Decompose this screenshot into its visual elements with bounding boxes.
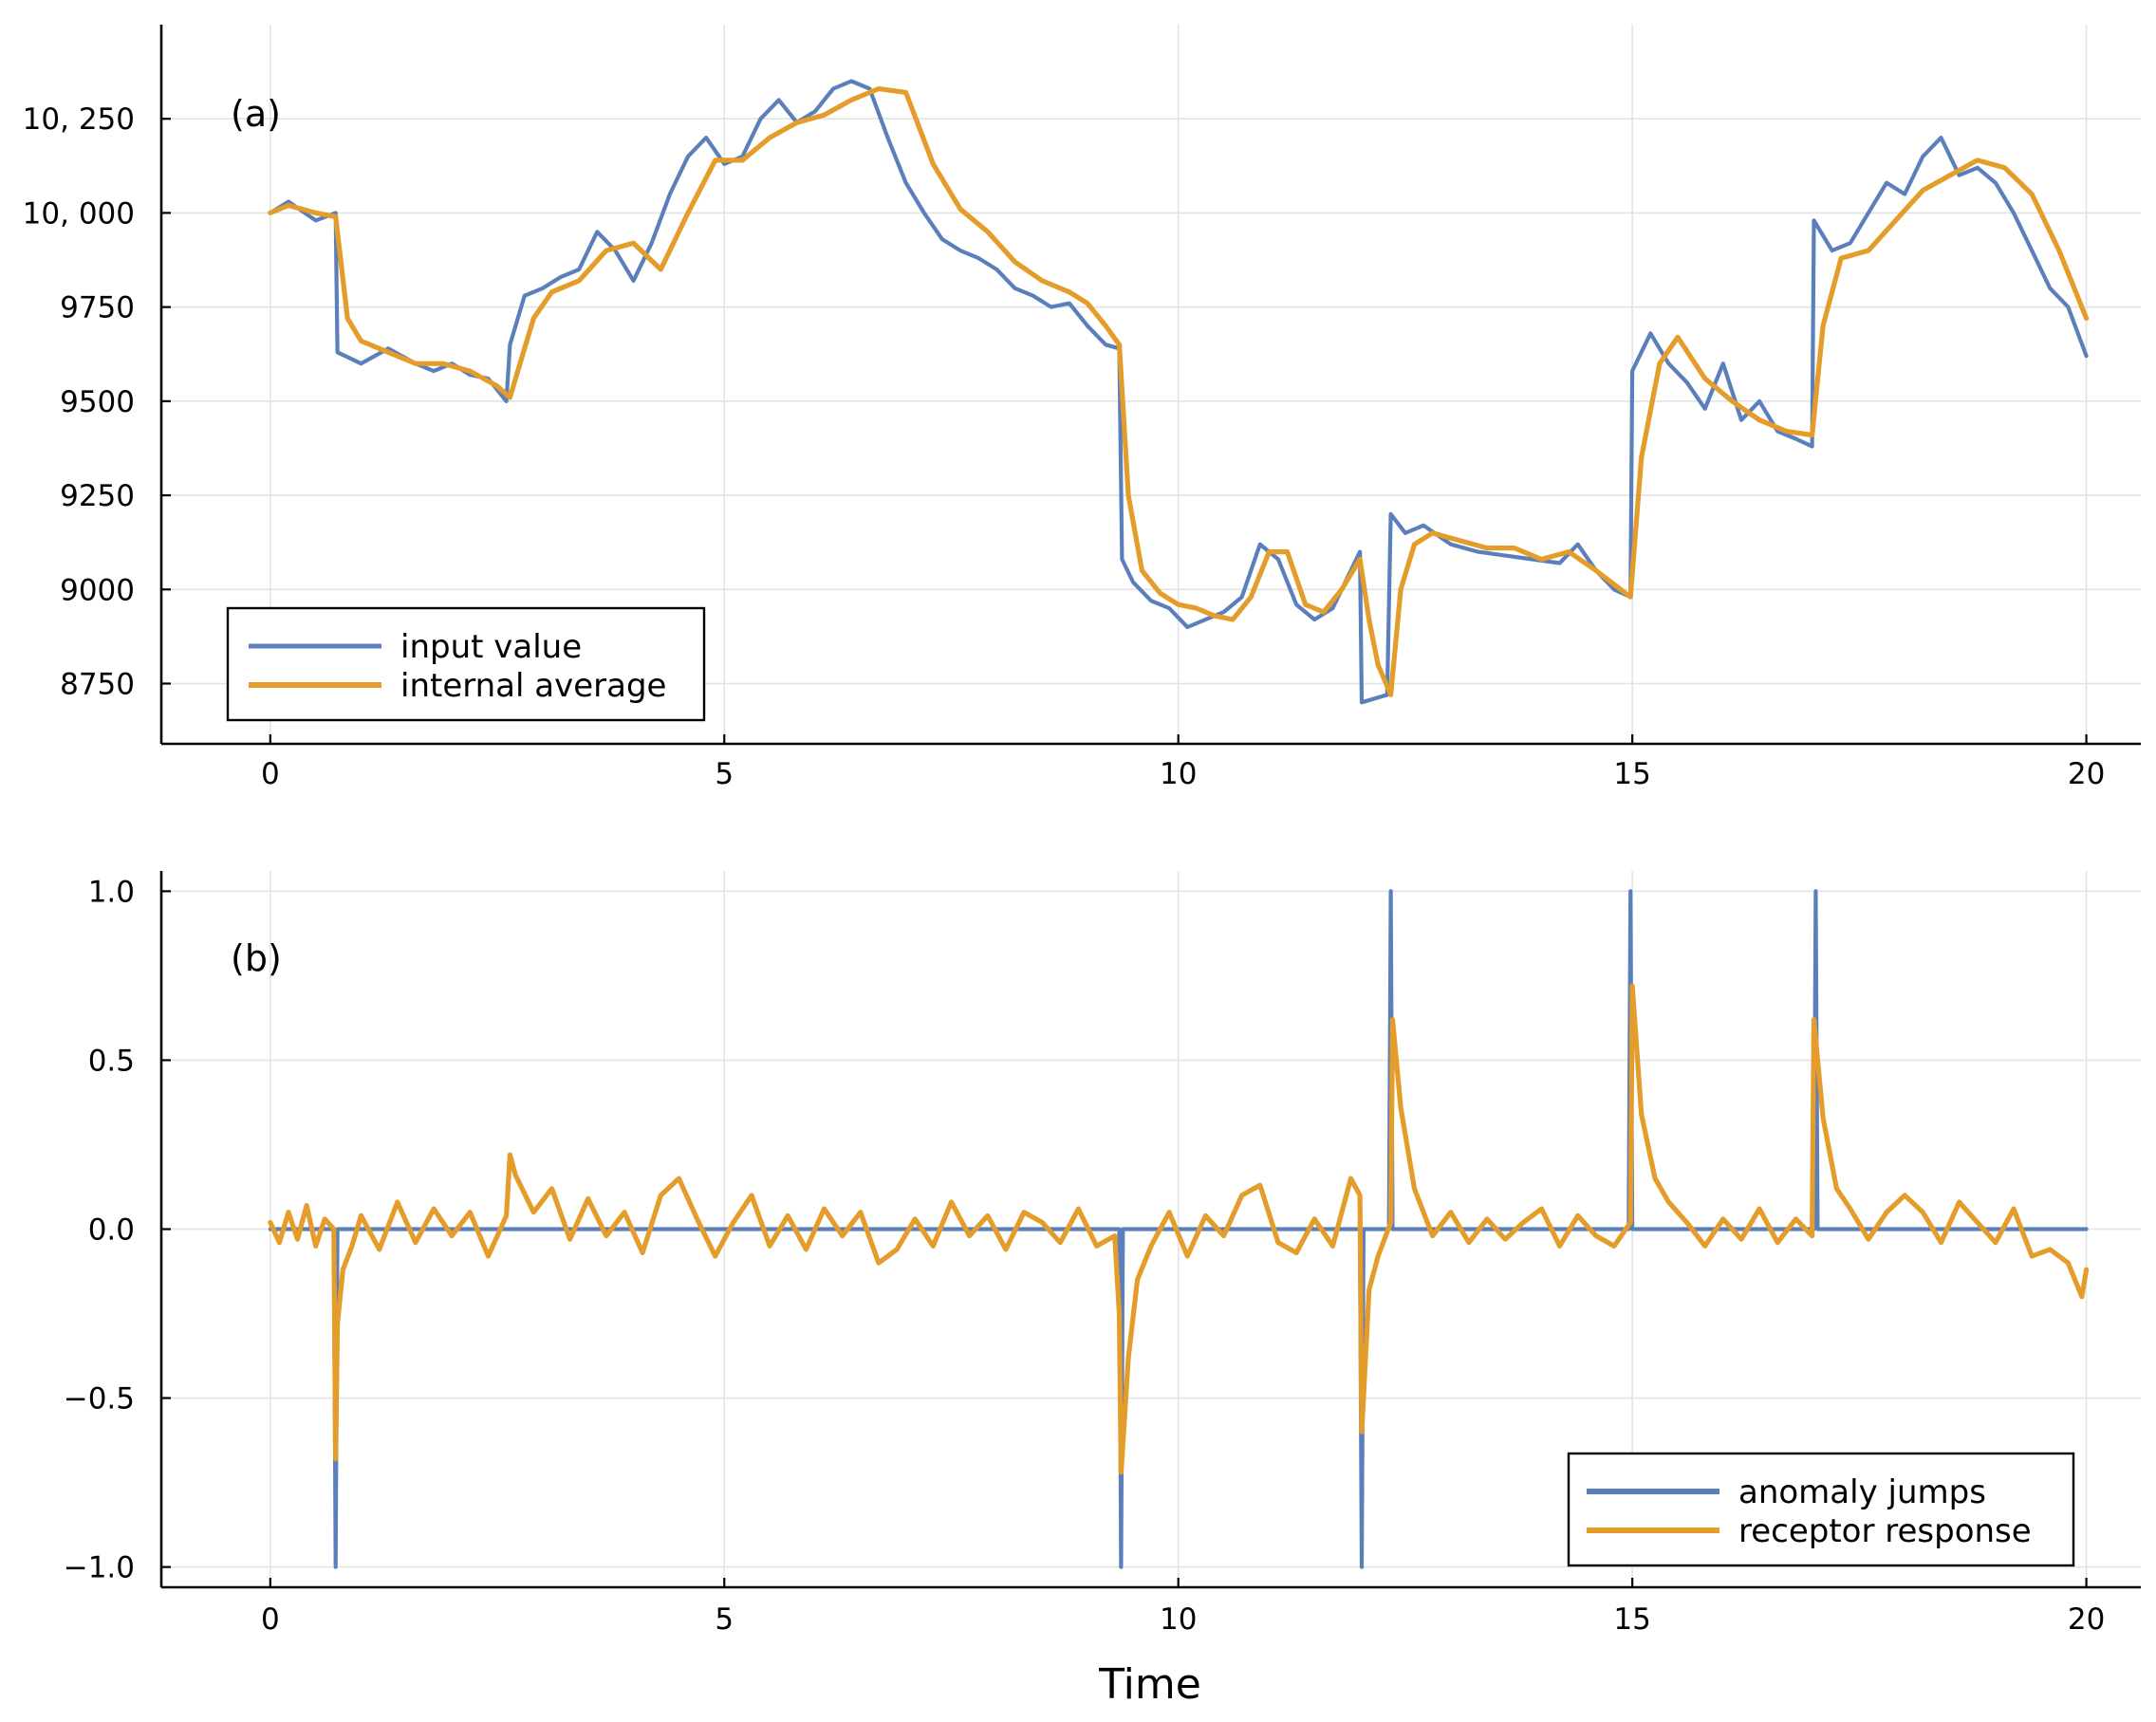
x-tick-label: 0 xyxy=(261,757,280,791)
series-line-input-value xyxy=(268,79,2089,705)
y-tick-label: 9750 xyxy=(60,291,135,325)
x-tick-label: 20 xyxy=(2068,757,2105,791)
x-tick-label: 15 xyxy=(1613,757,1650,791)
y-tick-label: 0.0 xyxy=(88,1213,135,1248)
legend-box xyxy=(226,606,706,722)
x-tick-label: 10 xyxy=(1160,1602,1197,1637)
y-tick-label: 9000 xyxy=(60,573,135,607)
y-tick-label: 1.0 xyxy=(88,875,135,909)
legend-b: anomaly jumps receptor response xyxy=(1567,1452,2075,1567)
legend-label-receptor-response: receptor response xyxy=(1738,1512,2032,1550)
y-tick-label: −0.5 xyxy=(64,1382,135,1416)
series-line-internal-average xyxy=(268,85,2090,698)
y-tick-label: 9250 xyxy=(60,479,135,513)
panel-a: 0 5 10 15 20 8750 9000 9250 9500 9750 10, 000 10, 2… xyxy=(23,25,2141,791)
x-tick-label: 10 xyxy=(1160,757,1197,791)
series-line-anomaly-jumps xyxy=(268,889,2089,1569)
legend-a: input value internal average xyxy=(226,606,706,722)
y-tick-label: 10, 250 xyxy=(23,102,135,137)
x-axis-title: Time xyxy=(1098,1660,1201,1709)
legend-label-anomaly-jumps: anomaly jumps xyxy=(1738,1473,1986,1511)
x-tick-label: 5 xyxy=(715,757,734,791)
x-tick-label: 20 xyxy=(2068,1602,2105,1637)
legend-box xyxy=(1567,1452,2075,1567)
y-tick-label: 8750 xyxy=(60,668,135,702)
legend-label-internal-average: internal average xyxy=(400,667,666,705)
x-tick-label: 15 xyxy=(1613,1602,1650,1637)
y-tick-label: −1.0 xyxy=(64,1551,135,1585)
y-tick-label: 9500 xyxy=(60,385,135,419)
y-tick-label: 0.5 xyxy=(88,1044,135,1078)
y-tick-label: 10, 000 xyxy=(23,196,135,231)
legend-label-input-value: input value xyxy=(400,628,582,666)
panel-label-b: (b) xyxy=(231,937,282,979)
x-tick-label: 5 xyxy=(715,1602,734,1637)
panel-label-a: (a) xyxy=(231,93,281,135)
series-line-receptor-response xyxy=(268,983,2090,1475)
x-tick-label: 0 xyxy=(261,1602,280,1637)
panel-b: 0 5 10 15 20 −1.0 −0.5 0.0 0.5 1.0 (b) anomaly ju… xyxy=(64,871,2141,1637)
